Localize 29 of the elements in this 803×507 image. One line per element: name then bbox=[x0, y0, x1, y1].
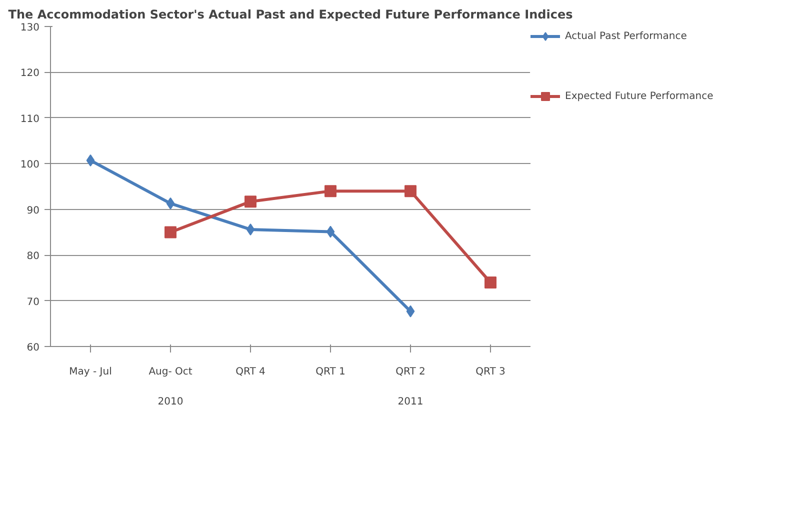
x-tick-label: QRT 3 bbox=[476, 366, 506, 378]
point bbox=[246, 223, 255, 236]
legend-label: Actual Past Performance bbox=[565, 30, 687, 42]
y-tick-label: 120 bbox=[20, 68, 40, 80]
x-tick-label: QRT 4 bbox=[236, 366, 266, 378]
x-tick-label: Aug- Oct bbox=[148, 366, 192, 378]
y-tick-label: 110 bbox=[20, 114, 40, 125]
point bbox=[324, 185, 336, 198]
x-tick-label: May - Jul bbox=[69, 366, 112, 378]
y-tick-label: 70 bbox=[26, 296, 40, 308]
text: 2011 bbox=[398, 396, 424, 408]
y-tick-label: 90 bbox=[26, 205, 40, 216]
text: 2010 bbox=[158, 396, 184, 408]
point bbox=[244, 196, 256, 208]
point bbox=[166, 197, 175, 210]
point bbox=[86, 154, 95, 166]
legend-label: Expected Future Performance bbox=[565, 90, 714, 102]
point bbox=[484, 276, 496, 288]
point bbox=[164, 226, 176, 238]
x-tick-label: QRT 1 bbox=[316, 366, 346, 378]
y-tick-label: 130 bbox=[20, 22, 40, 34]
point bbox=[326, 226, 335, 238]
x-tick-label: QRT 2 bbox=[396, 366, 426, 378]
chart-title: The Accommodation Sector's Actual Past and Expected Future Performance Indices bbox=[8, 8, 573, 22]
y-tick-label: 60 bbox=[26, 342, 40, 354]
point bbox=[404, 185, 416, 198]
y-tick-label: 100 bbox=[20, 160, 40, 171]
y-tick-label: 80 bbox=[26, 251, 40, 262]
point bbox=[406, 305, 415, 318]
